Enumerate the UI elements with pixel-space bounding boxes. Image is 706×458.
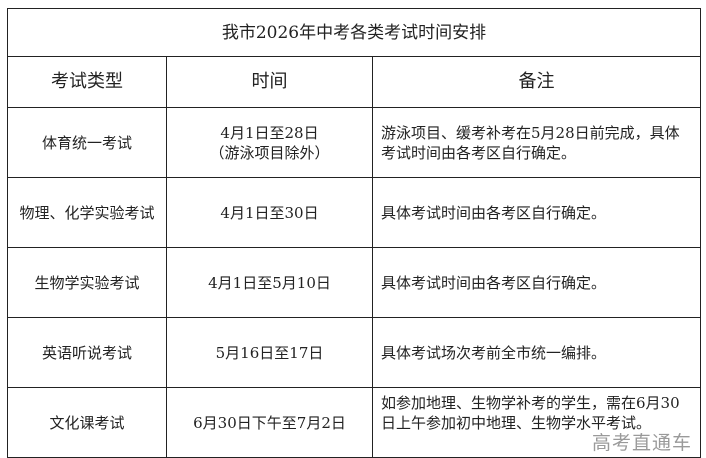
remark-cell: 具体考试场次考前全市统一编排。 (372, 317, 701, 388)
table-row: 体育统一考试 4月1日至28日 （游泳项目除外） 游泳项目、缓考补考在5月28日前… (7, 107, 701, 178)
watermark: 高考直通车 (591, 431, 692, 454)
remark-cell: 如参加地理、生物学补考的学生，需在6月30日上午参加初中地理、生物学水平考试。高… (372, 387, 701, 458)
header-exam-type: 考试类型 (7, 56, 167, 108)
exam-type-cell: 物理、化学实验考试 (7, 177, 167, 248)
remark-cell: 具体考试时间由各考区自行确定。 (372, 247, 701, 318)
table-title: 我市2026年中考各类考试时间安排 (7, 8, 701, 57)
header-remark: 备注 (372, 56, 701, 108)
header-time: 时间 (166, 56, 373, 108)
time-text: 4月1日至28日 (220, 123, 319, 142)
exam-schedule-table: 我市2026年中考各类考试时间安排 考试类型 时间 备注 体育统一考试 4月1日… (7, 8, 701, 458)
exam-type-cell: 体育统一考试 (7, 107, 167, 178)
remark-text: 如参加地理、生物学补考的学生，需在6月30日上午参加初中地理、生物学水平考试。 (381, 393, 680, 432)
time-note: （游泳项目除外） (209, 143, 330, 162)
time-cell: 6月30日下午至7月2日 (166, 387, 373, 458)
time-cell: 5月16日至17日 (166, 317, 373, 388)
table-row: 物理、化学实验考试 4月1日至30日 具体考试时间由各考区自行确定。 (7, 177, 701, 248)
table-row: 英语听说考试 5月16日至17日 具体考试场次考前全市统一编排。 (7, 317, 701, 388)
time-cell: 4月1日至30日 (166, 177, 373, 248)
table-row: 文化课考试 6月30日下午至7月2日 如参加地理、生物学补考的学生，需在6月30… (7, 387, 701, 458)
remark-cell: 游泳项目、缓考补考在5月28日前完成，具体考试时间由各考区自行确定。 (372, 107, 701, 178)
exam-type-cell: 生物学实验考试 (7, 247, 167, 318)
table-row: 生物学实验考试 4月1日至5月10日 具体考试时间由各考区自行确定。 (7, 247, 701, 318)
time-cell: 4月1日至28日 （游泳项目除外） (166, 107, 373, 178)
remark-cell: 具体考试时间由各考区自行确定。 (372, 177, 701, 248)
time-cell: 4月1日至5月10日 (166, 247, 373, 318)
exam-type-cell: 文化课考试 (7, 387, 167, 458)
exam-type-cell: 英语听说考试 (7, 317, 167, 388)
